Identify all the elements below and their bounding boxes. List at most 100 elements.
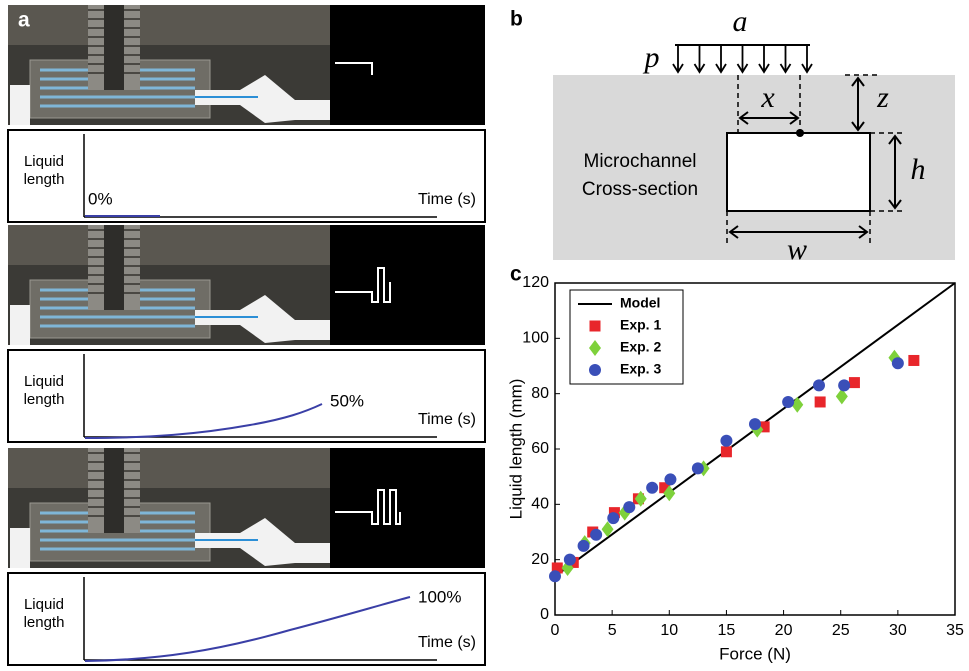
photo-background	[8, 448, 330, 488]
marker-diamond	[663, 485, 676, 502]
load-arrow	[779, 45, 792, 74]
panel-label: c	[510, 263, 522, 286]
marker-diamond	[601, 521, 614, 538]
dimension-arrows	[728, 76, 902, 239]
marker-circle	[623, 501, 636, 514]
y-tick-label: 120	[522, 274, 549, 291]
y-axis-label: Liquid length (mm)	[506, 379, 525, 520]
marker-diamond	[791, 396, 804, 413]
y-axis-label: length	[24, 614, 65, 631]
marker-circle	[691, 462, 704, 475]
x-tick-label: 10	[660, 622, 678, 639]
marker-diamond	[634, 490, 647, 507]
y-tick-label: 0	[540, 606, 549, 623]
y-tick-label: 20	[531, 551, 549, 568]
marker-circle	[782, 395, 795, 408]
marker-circle	[664, 473, 677, 486]
marker-circle	[720, 434, 733, 447]
photo-background	[8, 225, 330, 265]
marker-square	[551, 562, 563, 574]
chip	[10, 295, 330, 345]
var-x: x	[760, 81, 775, 114]
legend-box	[569, 289, 684, 385]
marker-square	[659, 482, 671, 494]
y-axis-label: length	[24, 171, 65, 188]
x-axis-label: Time (s)	[418, 191, 476, 208]
load-arrow	[693, 45, 706, 74]
var-h: h	[911, 153, 926, 186]
inset	[330, 448, 485, 568]
marker-circle	[813, 379, 825, 392]
trace	[84, 596, 411, 662]
plot-frame	[7, 572, 486, 666]
x-tick-label: 15	[718, 622, 736, 639]
panel-label: b	[510, 8, 523, 31]
inset-trace	[335, 62, 373, 75]
channel	[726, 132, 871, 212]
x-axis-label: Time (s)	[418, 634, 476, 651]
y-axis-label: length	[24, 391, 65, 408]
legend-label: Exp. 1	[620, 317, 661, 333]
inset	[330, 225, 485, 345]
y-axis-label: Liquid	[24, 153, 64, 170]
load-arrow	[801, 45, 813, 74]
x-tick-label: 0	[551, 622, 560, 639]
percent-label: 0%	[88, 189, 113, 208]
legend-label: Exp. 2	[620, 339, 661, 355]
panel-c: c 0 5 10 15 20 25 30 35 0 20 40 60 80 100 120 Force (N)…	[506, 263, 964, 664]
marker-diamond	[618, 504, 631, 521]
marker-circle	[563, 553, 576, 566]
marker-circle	[607, 512, 620, 525]
x-axis-label: Time (s)	[418, 411, 476, 428]
marker-square	[908, 354, 920, 366]
legend-label: Exp. 3	[620, 361, 661, 377]
marker-circle	[838, 379, 851, 392]
var-w: w	[787, 233, 807, 266]
marker-square	[720, 446, 732, 458]
marker-square	[848, 377, 860, 389]
x-tick-label: 25	[832, 622, 850, 639]
marker-circle	[646, 481, 659, 494]
marker-circle	[891, 357, 904, 370]
marker-square	[758, 421, 770, 433]
inset	[330, 5, 485, 125]
chip	[10, 75, 330, 125]
var-a: a	[733, 5, 748, 38]
y-tick-label: 60	[531, 440, 549, 457]
legend-label: Model	[620, 295, 660, 311]
marker-circle	[577, 539, 590, 552]
marker-diamond	[835, 388, 848, 405]
y-tick-label: 100	[522, 330, 549, 347]
load-arrow	[758, 45, 770, 74]
y-tick-label: 80	[531, 385, 549, 402]
chip	[10, 518, 330, 568]
channel-label: Microchannel	[584, 151, 697, 172]
x-tick-label: 20	[775, 622, 793, 639]
x-tick-label: 35	[946, 622, 964, 639]
load-arrows	[672, 45, 813, 74]
load-arrow	[736, 45, 749, 74]
trace	[84, 403, 323, 439]
panel-b: b a p x z h w Microchannel Cross-section	[510, 5, 955, 266]
plot-frame	[7, 349, 486, 443]
inset-trace	[335, 267, 391, 303]
marker-circle	[589, 364, 601, 376]
x-axis-label: Force (N)	[719, 644, 791, 663]
load-arrow	[672, 45, 684, 74]
dimension-lines	[726, 74, 905, 245]
inset-trace	[335, 489, 401, 525]
var-z: z	[876, 81, 889, 114]
var-p: p	[643, 41, 660, 74]
y-axis-label: Liquid	[24, 373, 64, 390]
y-axis-label: Liquid	[24, 596, 64, 613]
channel-label: Cross-section	[582, 179, 698, 200]
piston-shaft	[104, 448, 124, 533]
x-tick-label: 30	[889, 622, 907, 639]
percent-label: 50%	[330, 391, 364, 410]
piston-shaft	[104, 225, 124, 310]
marker-circle	[590, 528, 603, 541]
x-tick-label: 5	[608, 622, 617, 639]
plot-frame	[7, 129, 486, 223]
photo-background	[8, 5, 330, 45]
